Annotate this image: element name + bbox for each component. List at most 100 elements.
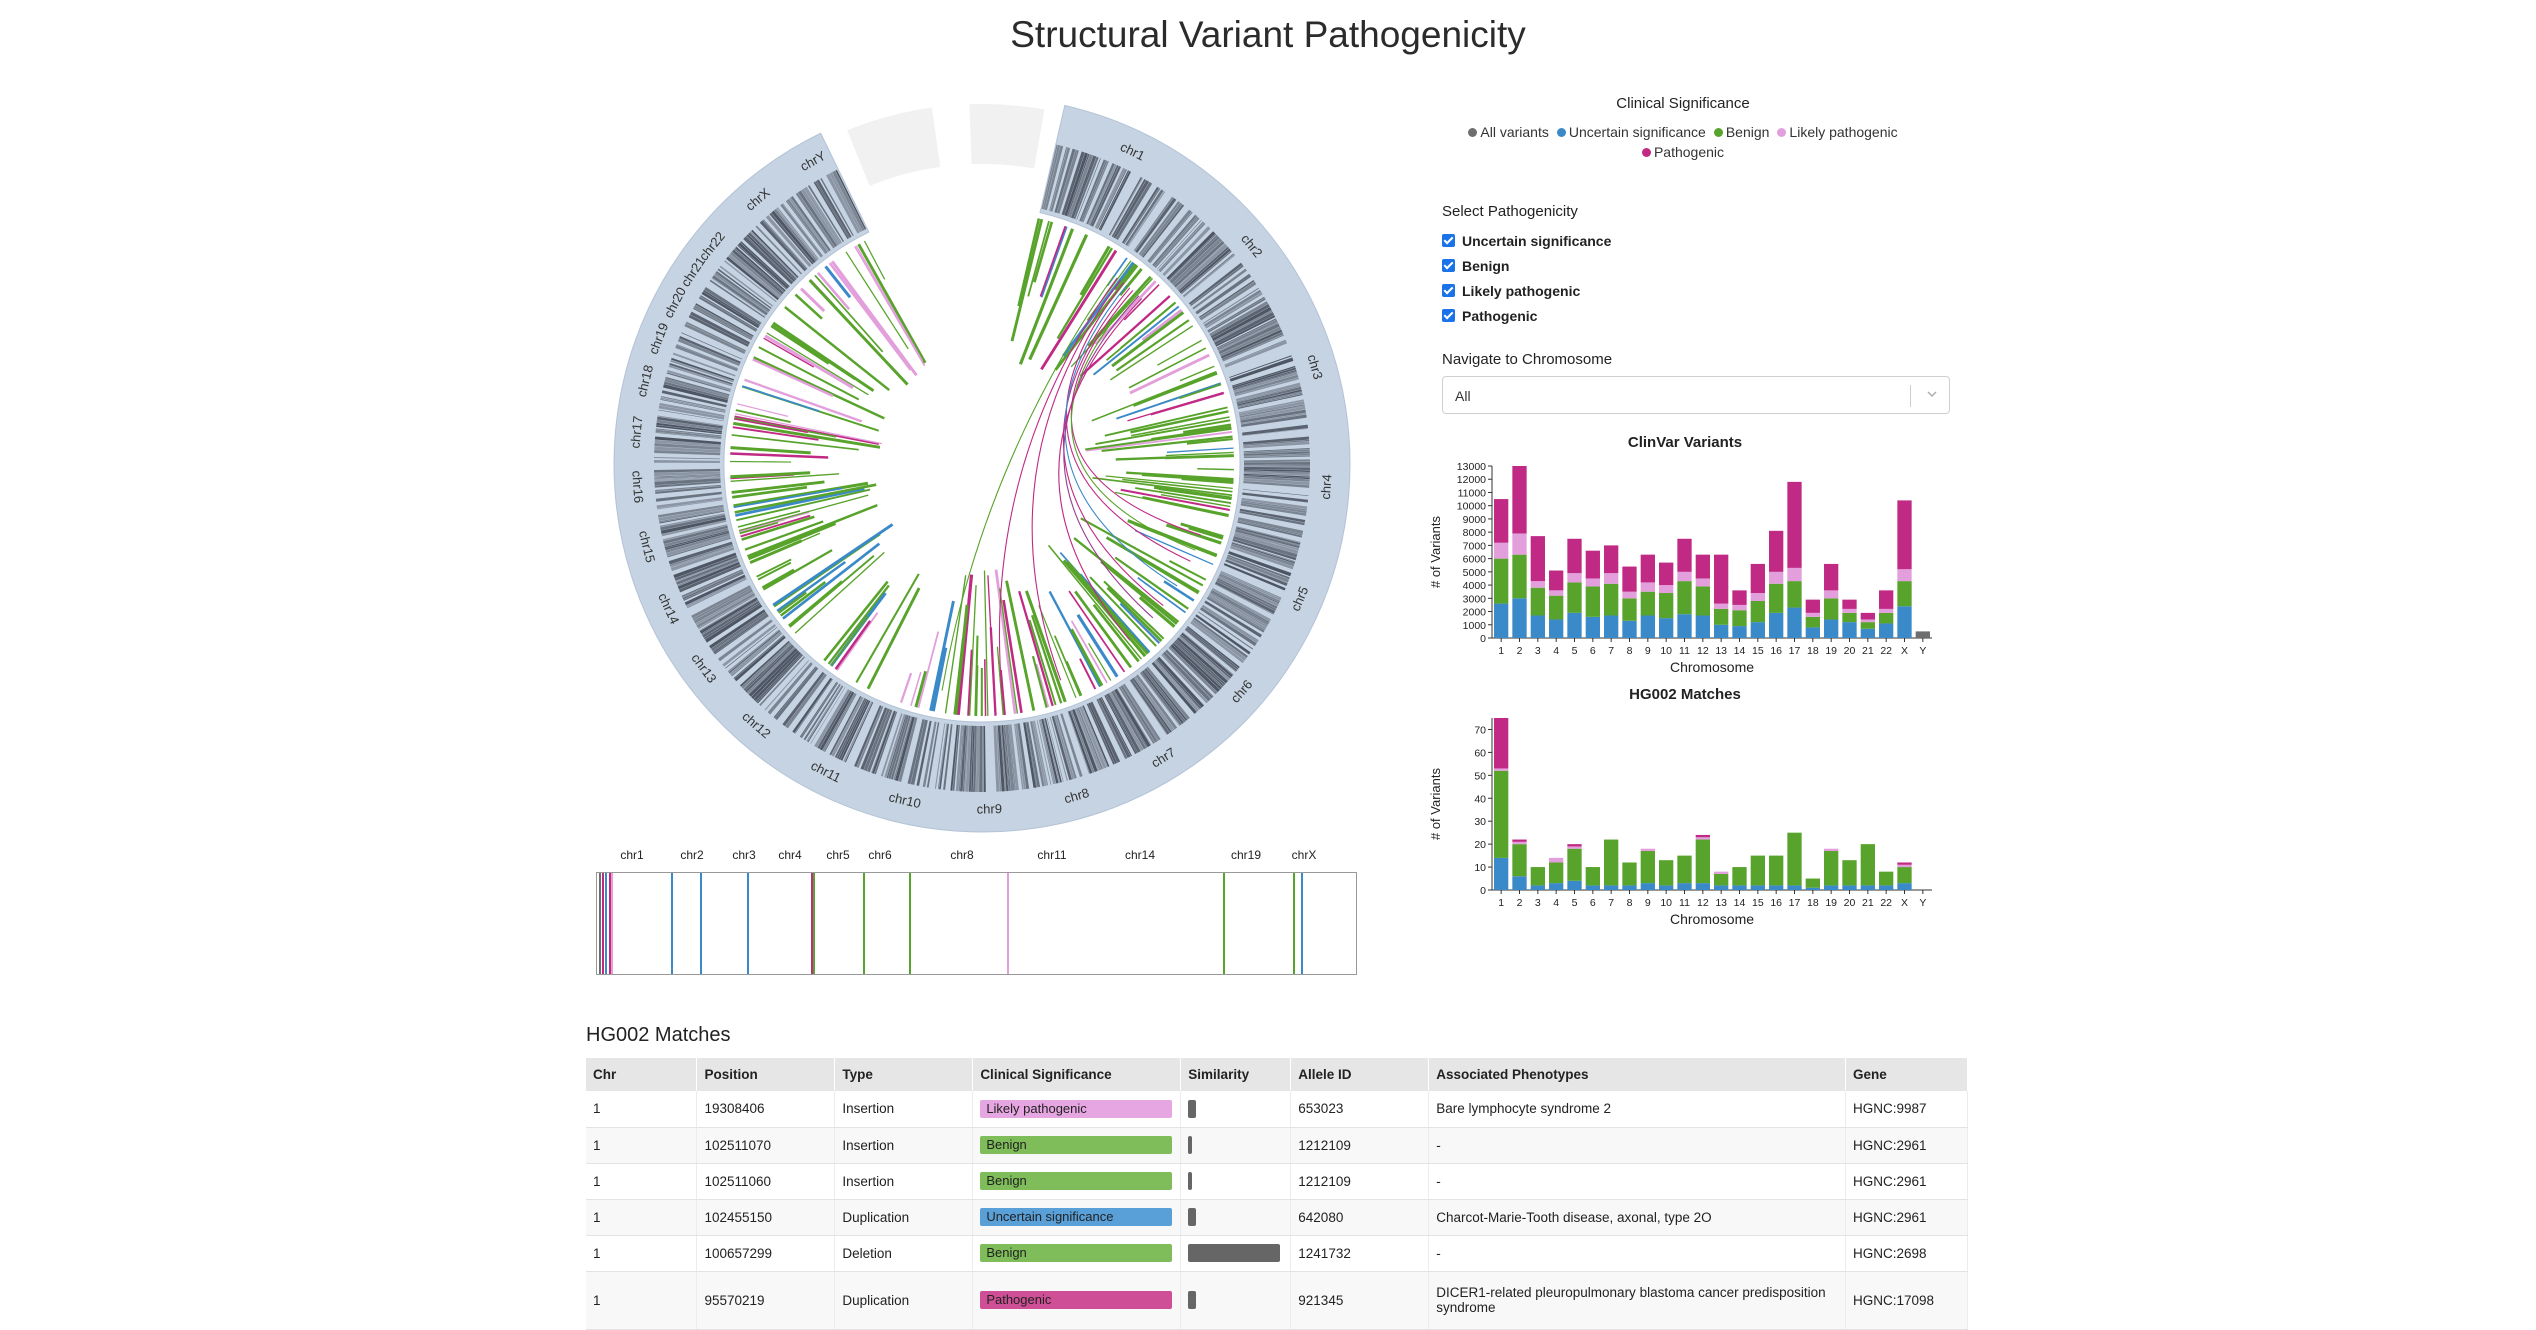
chromosome-band bbox=[654, 442, 721, 450]
chromosome-band bbox=[893, 716, 912, 780]
bar-segment bbox=[1622, 862, 1637, 886]
bar-segment bbox=[1879, 590, 1894, 609]
chromosome-band bbox=[1077, 707, 1103, 770]
filter-checkbox[interactable] bbox=[1442, 234, 1455, 247]
chromosome-band bbox=[751, 650, 800, 700]
table-row[interactable]: 1 102511070 Insertion Benign 1212109- HGNC:29… bbox=[586, 1127, 1969, 1164]
variant-line bbox=[1134, 529, 1214, 566]
chromosome-band bbox=[1157, 219, 1202, 270]
chromosome-band bbox=[1215, 315, 1276, 347]
bar-segment bbox=[1640, 554, 1655, 583]
chromosome-band bbox=[673, 552, 737, 579]
chromosome-band bbox=[1218, 323, 1280, 355]
column-header[interactable]: Allele ID bbox=[1290, 1058, 1430, 1091]
column-header[interactable]: Associated Phenotypes bbox=[1428, 1058, 1846, 1091]
chromosome-band bbox=[654, 475, 721, 479]
chromosome-band bbox=[1003, 725, 1010, 791]
x-tick-label: 21 bbox=[1862, 645, 1874, 657]
column-header[interactable]: Gene bbox=[1845, 1058, 1969, 1091]
variant-line bbox=[855, 573, 920, 683]
cell-gene: HGNC:2961 bbox=[1845, 1199, 1969, 1236]
chromosome-band bbox=[712, 613, 768, 652]
chromosome-band bbox=[666, 372, 731, 392]
chromosome-band bbox=[803, 683, 841, 741]
filter-option[interactable]: Pathogenic bbox=[1442, 303, 1611, 328]
chevron-down-icon[interactable] bbox=[1927, 389, 1937, 399]
chromosome-select[interactable]: All bbox=[1442, 376, 1950, 414]
filter-option[interactable]: Benign bbox=[1442, 253, 1611, 278]
chromosome-band bbox=[867, 709, 893, 773]
filter-title: Select Pathogenicity bbox=[1442, 203, 1578, 220]
chromosome-band bbox=[654, 450, 721, 456]
bar-segment bbox=[1805, 627, 1820, 638]
chromosome-band bbox=[1151, 661, 1197, 714]
chromosome-band bbox=[743, 236, 794, 285]
column-header[interactable]: Clinical Significance bbox=[972, 1058, 1182, 1091]
chromosome-band bbox=[943, 724, 953, 790]
chromosome-band bbox=[1209, 592, 1268, 626]
bar-segment bbox=[1824, 563, 1839, 591]
circos-plot[interactable]: chr1chr2chr3chr4chr5chr6chr7chr8chr9chr1… bbox=[590, 90, 1380, 860]
cell-significance: Likely pathogenic bbox=[972, 1091, 1182, 1128]
variant-line bbox=[782, 542, 881, 620]
translocation-arc bbox=[998, 277, 1118, 694]
chromosome-band bbox=[1232, 369, 1297, 390]
filter-checkbox[interactable] bbox=[1442, 309, 1455, 322]
bar-segment bbox=[1787, 607, 1802, 638]
chromosome-band bbox=[1228, 551, 1292, 577]
variant-line bbox=[1017, 218, 1041, 307]
chromosome-band bbox=[1226, 556, 1289, 583]
variant-line bbox=[1119, 268, 1143, 297]
chromosome-band bbox=[654, 478, 721, 486]
linear-track[interactable]: chr1 chr2 chr3 chr4 chr5 chr6 chr8 chr11 chr14 ch… bbox=[590, 848, 1380, 988]
filter-option[interactable]: Likely pathogenic bbox=[1442, 278, 1611, 303]
bar-segment bbox=[1842, 860, 1857, 886]
y-axis-label: # of Variants bbox=[1428, 515, 1443, 588]
chromosome-band bbox=[844, 702, 874, 763]
table-row[interactable]: 1 102455150 Duplication Uncertain significa… bbox=[586, 1199, 1969, 1236]
cell-similarity bbox=[1180, 1163, 1292, 1200]
significance-badge: Benign bbox=[980, 1244, 1173, 1262]
chromosome-band bbox=[731, 249, 784, 295]
bar-segment bbox=[1622, 591, 1637, 599]
bar-segment bbox=[1695, 834, 1710, 838]
filter-option[interactable]: Uncertain significance bbox=[1442, 228, 1611, 253]
bar-segment bbox=[1714, 885, 1729, 890]
chromosome-band bbox=[1239, 405, 1305, 418]
chromosome-band bbox=[1108, 177, 1142, 236]
chromosome-band bbox=[1222, 334, 1284, 362]
y-tick-label: 0 bbox=[1480, 633, 1486, 645]
chromosome-band bbox=[1049, 716, 1068, 781]
bar-segment bbox=[1640, 848, 1655, 852]
similarity-bar bbox=[1188, 1099, 1196, 1118]
chromosome-band bbox=[816, 179, 852, 238]
table-row[interactable]: 1 19308406 Insertion Likely pathogenic 65302… bbox=[586, 1091, 1969, 1128]
chromosome-band bbox=[670, 359, 734, 383]
chromosome-band bbox=[774, 666, 819, 721]
bar-segment bbox=[1585, 550, 1600, 579]
variant-line bbox=[772, 523, 894, 607]
filter-checkbox[interactable] bbox=[1442, 259, 1455, 272]
column-header[interactable]: Chr bbox=[586, 1058, 698, 1091]
table-row[interactable]: 1 95570219 Duplication Pathogenic 921345 DICE… bbox=[586, 1271, 1969, 1330]
variant-line bbox=[1073, 537, 1180, 623]
chromosome-band bbox=[950, 724, 959, 791]
chromosome-band bbox=[1233, 536, 1298, 558]
chromosome-band bbox=[660, 514, 726, 531]
chromosome-band bbox=[728, 254, 781, 299]
chromosome-band bbox=[1169, 235, 1218, 282]
chromosome-band bbox=[690, 311, 751, 345]
table-row[interactable]: 1 100657299 Deletion Benign 1241732- HGNC:269… bbox=[586, 1235, 1969, 1272]
chromosome-band bbox=[1243, 476, 1310, 482]
column-header[interactable]: Position bbox=[696, 1058, 836, 1091]
chromosome-band bbox=[860, 707, 888, 770]
chromosome-band bbox=[1133, 676, 1175, 732]
column-header[interactable]: Similarity bbox=[1180, 1058, 1292, 1091]
table-row[interactable]: 1 102511060 Insertion Benign 1212109- HGNC:29… bbox=[586, 1163, 1969, 1200]
linear-track-plot[interactable] bbox=[596, 872, 1362, 976]
chromosome-band bbox=[1115, 181, 1153, 241]
column-header[interactable]: Type bbox=[834, 1058, 974, 1091]
filter-checkbox[interactable] bbox=[1442, 284, 1455, 297]
cell-type: Deletion bbox=[834, 1235, 974, 1272]
chromosome-band bbox=[1153, 216, 1198, 267]
